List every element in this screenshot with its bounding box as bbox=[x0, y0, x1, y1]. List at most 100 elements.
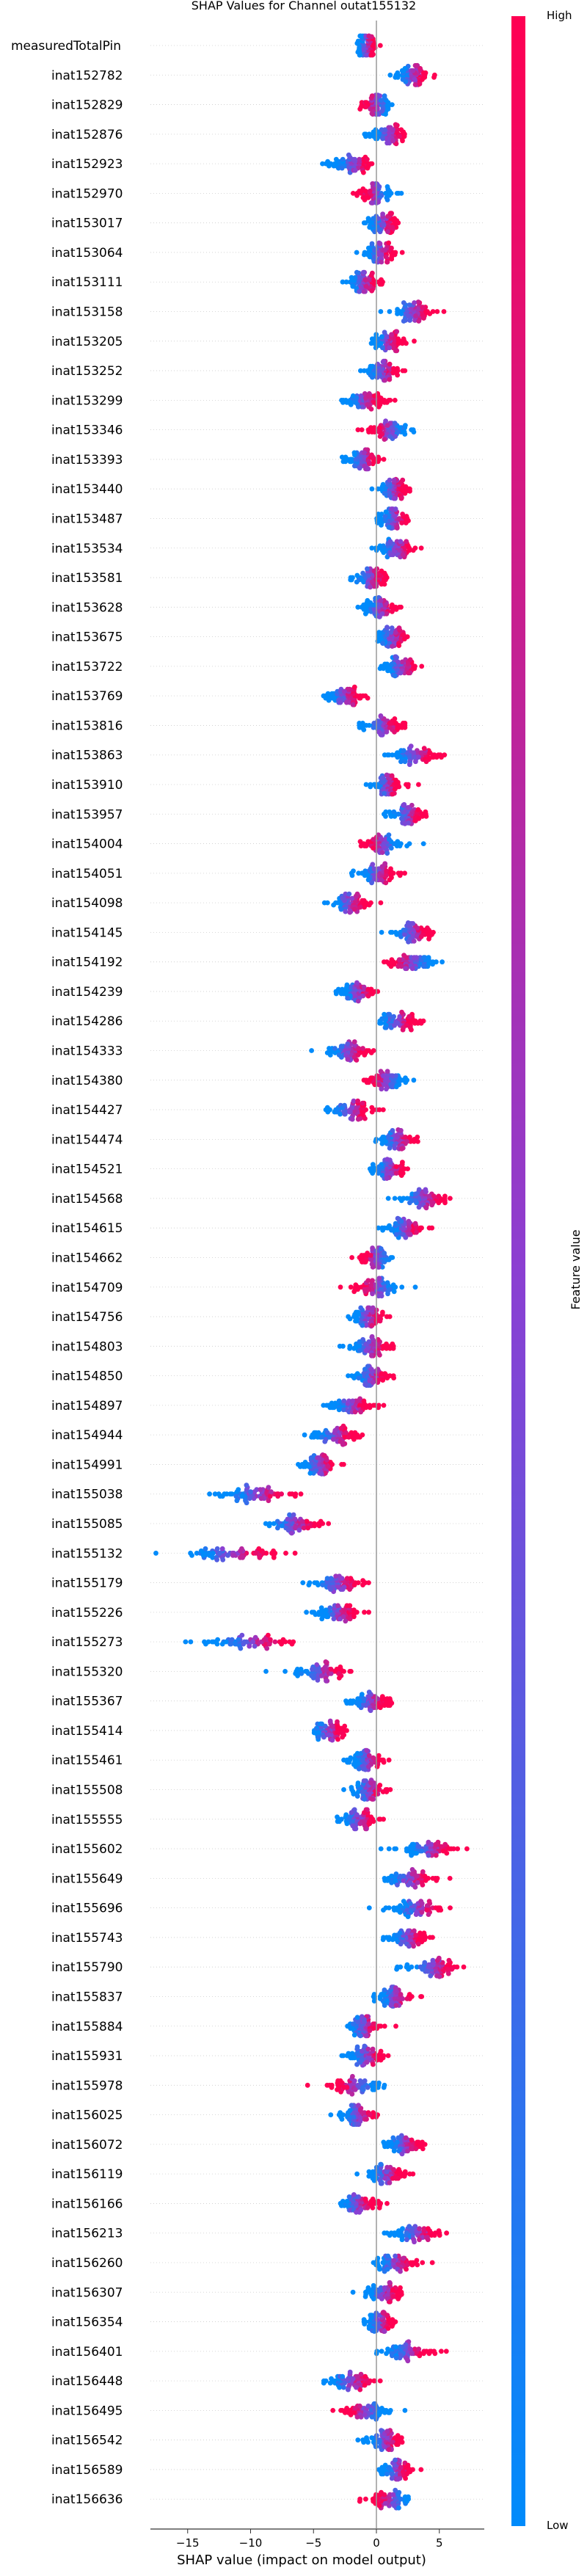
shap-point bbox=[337, 1676, 342, 1681]
shap-point bbox=[348, 402, 354, 407]
shap-point bbox=[326, 697, 332, 703]
shap-point bbox=[377, 1352, 382, 1358]
shap-point bbox=[367, 1405, 373, 1411]
shap-point bbox=[382, 2023, 387, 2029]
shap-point bbox=[365, 393, 371, 399]
shap-point bbox=[343, 279, 349, 285]
shap-point bbox=[377, 1318, 383, 1324]
shap-point bbox=[358, 1409, 364, 1415]
feature-label: inat156495 bbox=[51, 2404, 123, 2418]
shap-point bbox=[346, 1373, 351, 1378]
shap-point bbox=[439, 754, 444, 760]
shap-point bbox=[389, 245, 394, 251]
shap-point bbox=[385, 2053, 391, 2059]
shap-point bbox=[329, 1737, 335, 1743]
shap-point bbox=[378, 1246, 384, 1251]
shap-point bbox=[409, 1867, 415, 1872]
shap-point bbox=[381, 1402, 387, 1408]
shap-point bbox=[398, 1964, 404, 1970]
shap-point bbox=[403, 1075, 408, 1081]
shap-point bbox=[365, 1251, 370, 1256]
shap-point bbox=[351, 2055, 357, 2061]
shap-point bbox=[413, 1912, 419, 1918]
shap-point bbox=[357, 156, 362, 162]
shap-point bbox=[349, 274, 354, 280]
shap-point bbox=[384, 1878, 390, 1883]
shap-point bbox=[325, 691, 331, 696]
feature-label: inat154897 bbox=[51, 1399, 123, 1413]
shap-point bbox=[347, 1345, 352, 1351]
shap-point bbox=[339, 1576, 345, 1582]
shap-point bbox=[388, 2003, 394, 2008]
shap-point bbox=[345, 995, 350, 1001]
shap-point bbox=[357, 904, 363, 910]
shap-point bbox=[334, 1667, 340, 1672]
shap-point bbox=[342, 1723, 348, 1729]
shap-point bbox=[356, 1703, 362, 1709]
shap-point bbox=[337, 1343, 343, 1349]
shap-point bbox=[393, 721, 398, 726]
shap-point bbox=[371, 837, 376, 842]
shap-point bbox=[378, 2048, 384, 2054]
shap-point bbox=[390, 1073, 395, 1079]
feature-label: inat154521 bbox=[51, 1163, 123, 1177]
shap-point bbox=[217, 1493, 223, 1499]
shap-point bbox=[397, 873, 403, 878]
shap-point bbox=[426, 1852, 431, 1858]
shap-point bbox=[423, 928, 428, 933]
shap-point bbox=[382, 861, 388, 867]
shap-point bbox=[368, 52, 374, 58]
shap-point bbox=[372, 229, 377, 235]
feature-label: inat155602 bbox=[51, 1842, 123, 1857]
shap-point bbox=[324, 1678, 329, 1684]
shap-point bbox=[331, 1616, 337, 1622]
shap-point bbox=[392, 673, 398, 679]
shap-point bbox=[419, 1910, 425, 1915]
shap-point bbox=[367, 134, 373, 139]
shap-point bbox=[360, 1582, 365, 1588]
shap-point bbox=[244, 1482, 249, 1488]
shap-point bbox=[383, 191, 388, 196]
shap-point bbox=[340, 279, 346, 285]
shap-point bbox=[331, 163, 337, 169]
shap-point bbox=[362, 843, 368, 848]
shap-point bbox=[331, 691, 337, 696]
shap-point bbox=[369, 288, 375, 294]
shap-point bbox=[395, 336, 401, 342]
feature-label: inat156636 bbox=[51, 2492, 123, 2507]
shap-point bbox=[354, 1609, 360, 1615]
shap-point bbox=[354, 1812, 360, 1818]
shap-point bbox=[205, 1639, 211, 1645]
shap-point bbox=[374, 136, 380, 142]
feature-label: inat155649 bbox=[51, 1871, 123, 1886]
shap-point bbox=[338, 1425, 344, 1431]
shap-point bbox=[387, 309, 393, 314]
shap-point bbox=[371, 845, 376, 851]
shap-point bbox=[257, 1554, 263, 1560]
shap-point bbox=[279, 1523, 285, 1529]
shap-point bbox=[419, 1848, 425, 1854]
shap-point bbox=[377, 1783, 383, 1788]
shap-point bbox=[327, 1046, 332, 1051]
feature-label: inat153346 bbox=[51, 423, 123, 438]
shap-point bbox=[408, 743, 414, 749]
shap-point bbox=[393, 141, 399, 147]
shap-point bbox=[369, 93, 375, 98]
shap-point bbox=[200, 1552, 206, 1558]
shap-point bbox=[393, 122, 398, 128]
shap-point bbox=[280, 1637, 286, 1642]
shap-point bbox=[404, 843, 409, 848]
shap-point bbox=[323, 1659, 329, 1664]
shap-point bbox=[412, 1220, 418, 1226]
shap-point bbox=[379, 930, 384, 935]
shap-point bbox=[391, 495, 397, 501]
shap-point bbox=[389, 256, 395, 262]
shap-point bbox=[362, 2043, 368, 2049]
shap-point bbox=[360, 1578, 365, 1584]
shap-point bbox=[362, 252, 367, 258]
shap-point bbox=[354, 1058, 360, 1063]
shap-point bbox=[386, 240, 392, 246]
shap-point bbox=[366, 1753, 372, 1758]
shap-point bbox=[373, 1139, 379, 1144]
shap-point bbox=[349, 1255, 354, 1260]
